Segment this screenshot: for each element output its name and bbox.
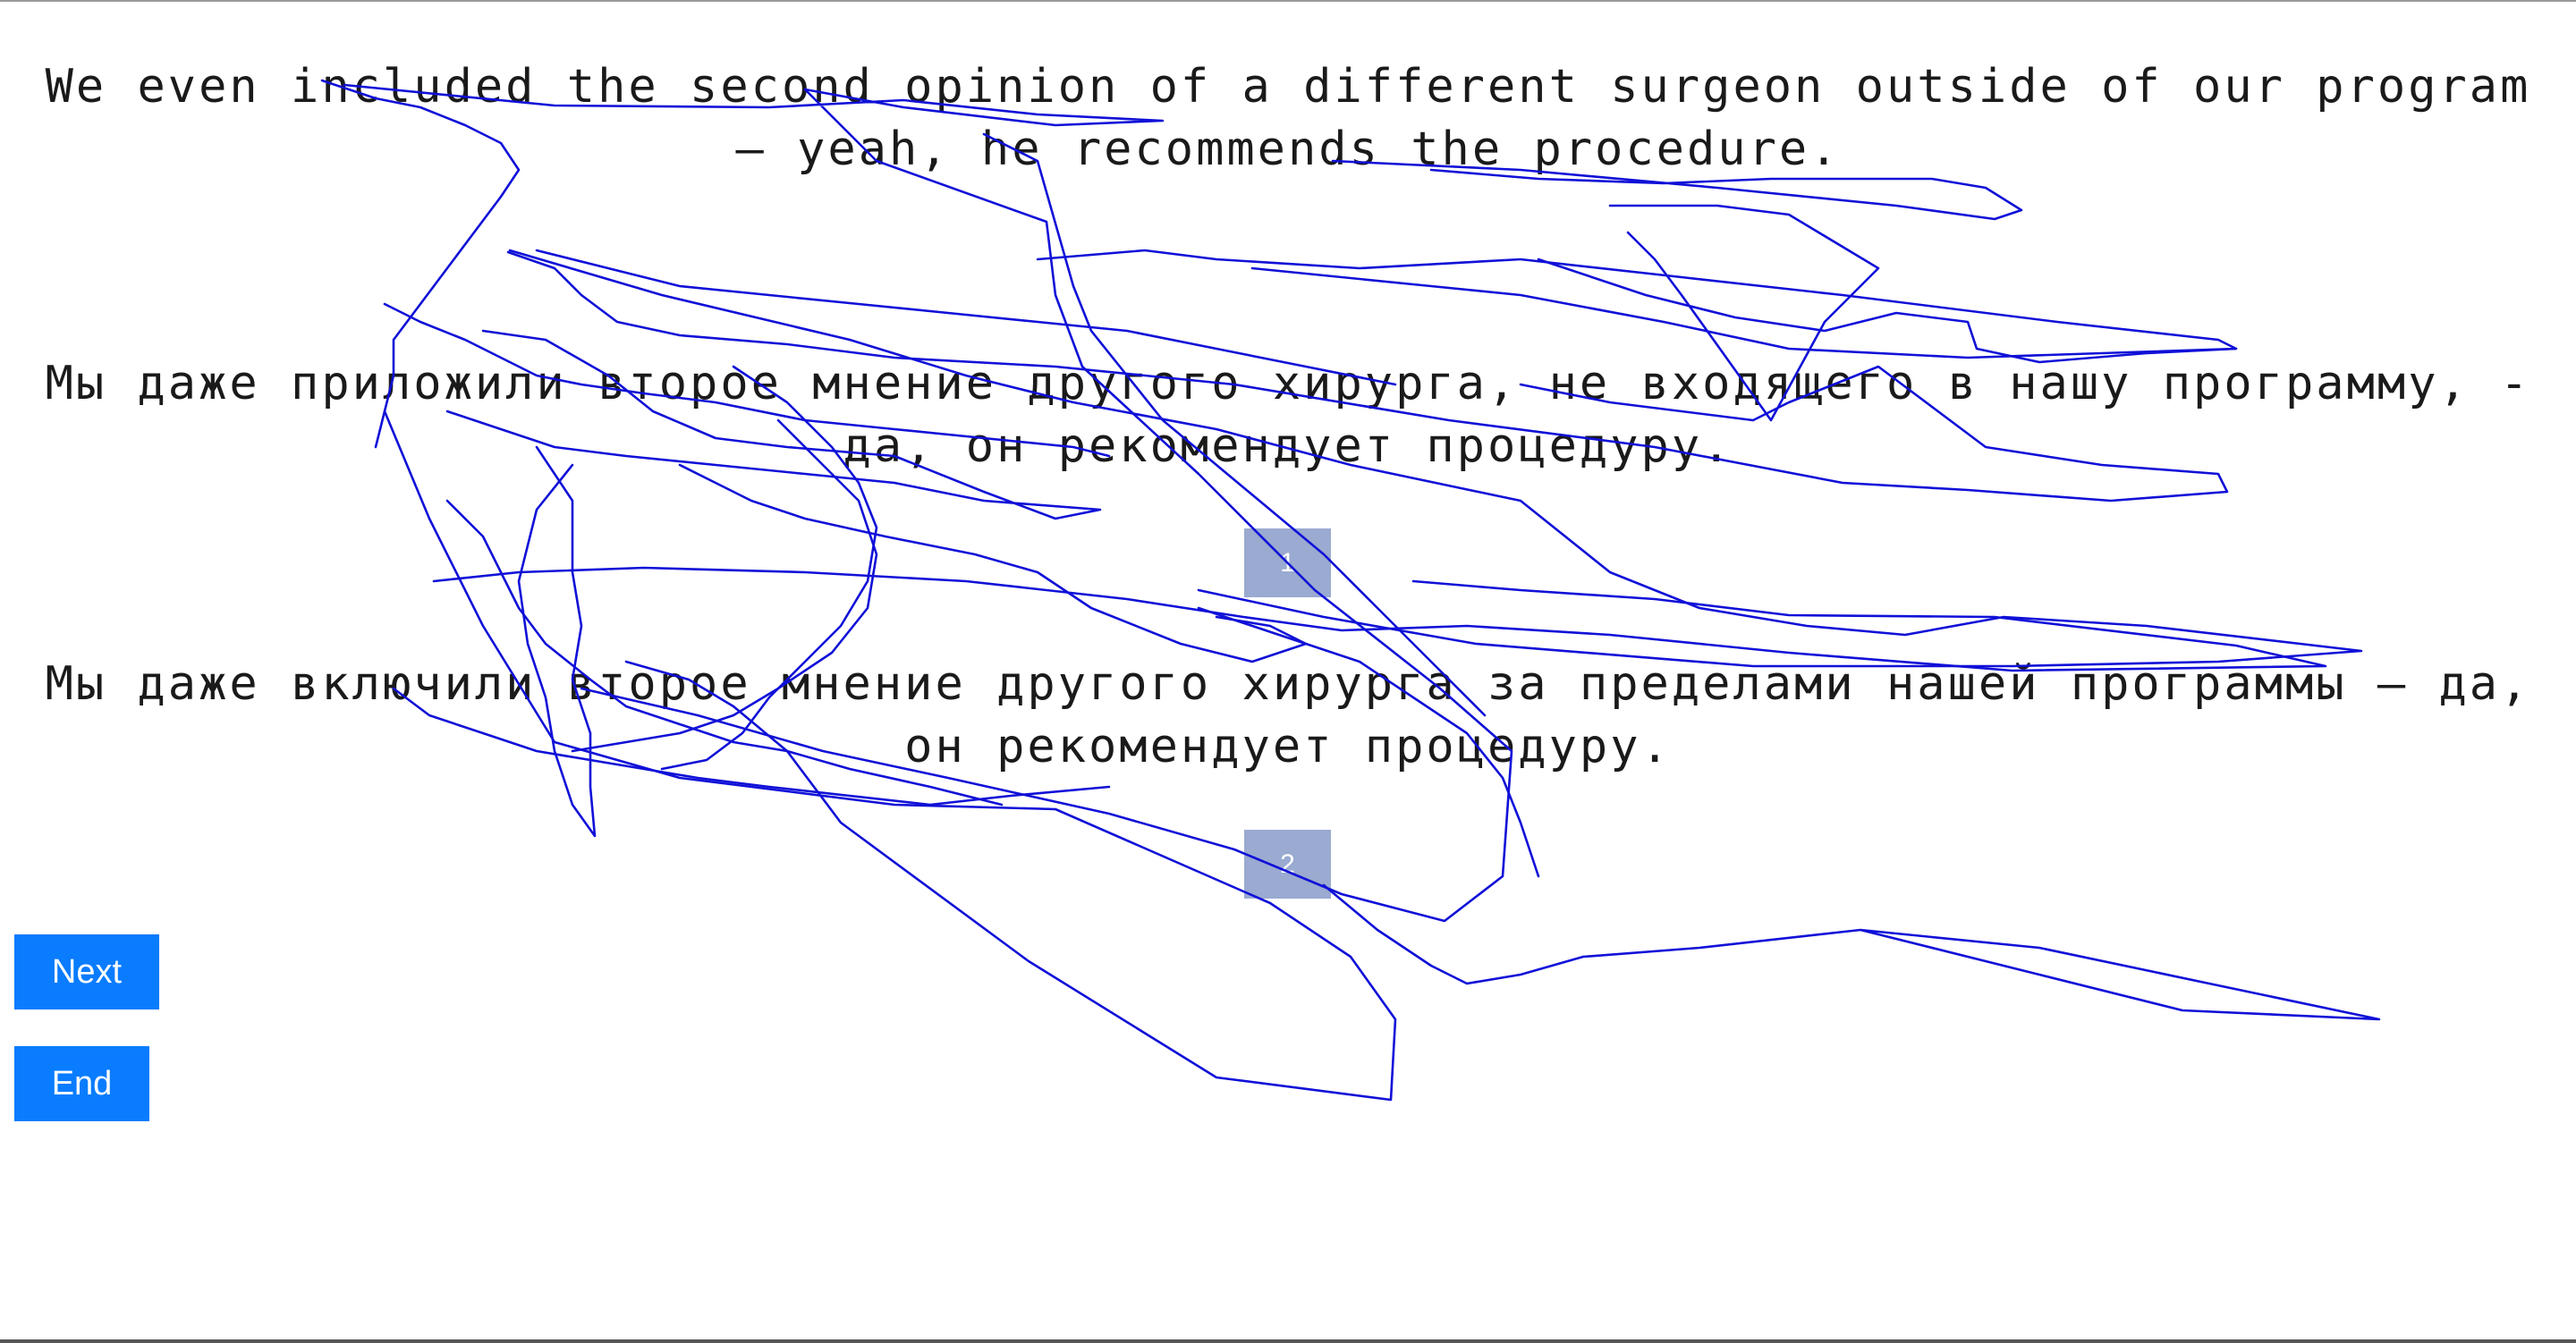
option-2-select-badge[interactable]: 2	[1244, 830, 1331, 899]
option-1-select-badge[interactable]: 1	[1244, 528, 1331, 597]
mouse-trace-path-11	[1322, 883, 2381, 1021]
mouse-trace-path-1	[343, 83, 1513, 923]
mouse-trace-path-9	[678, 463, 1308, 663]
translation-option-2: Мы даже включили второе мнение другого х…	[45, 657, 2531, 773]
translation-option-1: Мы даже приложили второе мнение другого …	[45, 357, 2531, 473]
top-border	[0, 0, 2576, 2]
next-button[interactable]: Next	[14, 934, 159, 1009]
mouse-trace-path-12	[1036, 249, 2238, 359]
end-button[interactable]: End	[14, 1046, 149, 1121]
bottom-border	[0, 1339, 2576, 1343]
source-sentence: We even included the second opinion of a…	[45, 60, 2531, 176]
mouse-trace-path-14	[1537, 258, 2238, 364]
